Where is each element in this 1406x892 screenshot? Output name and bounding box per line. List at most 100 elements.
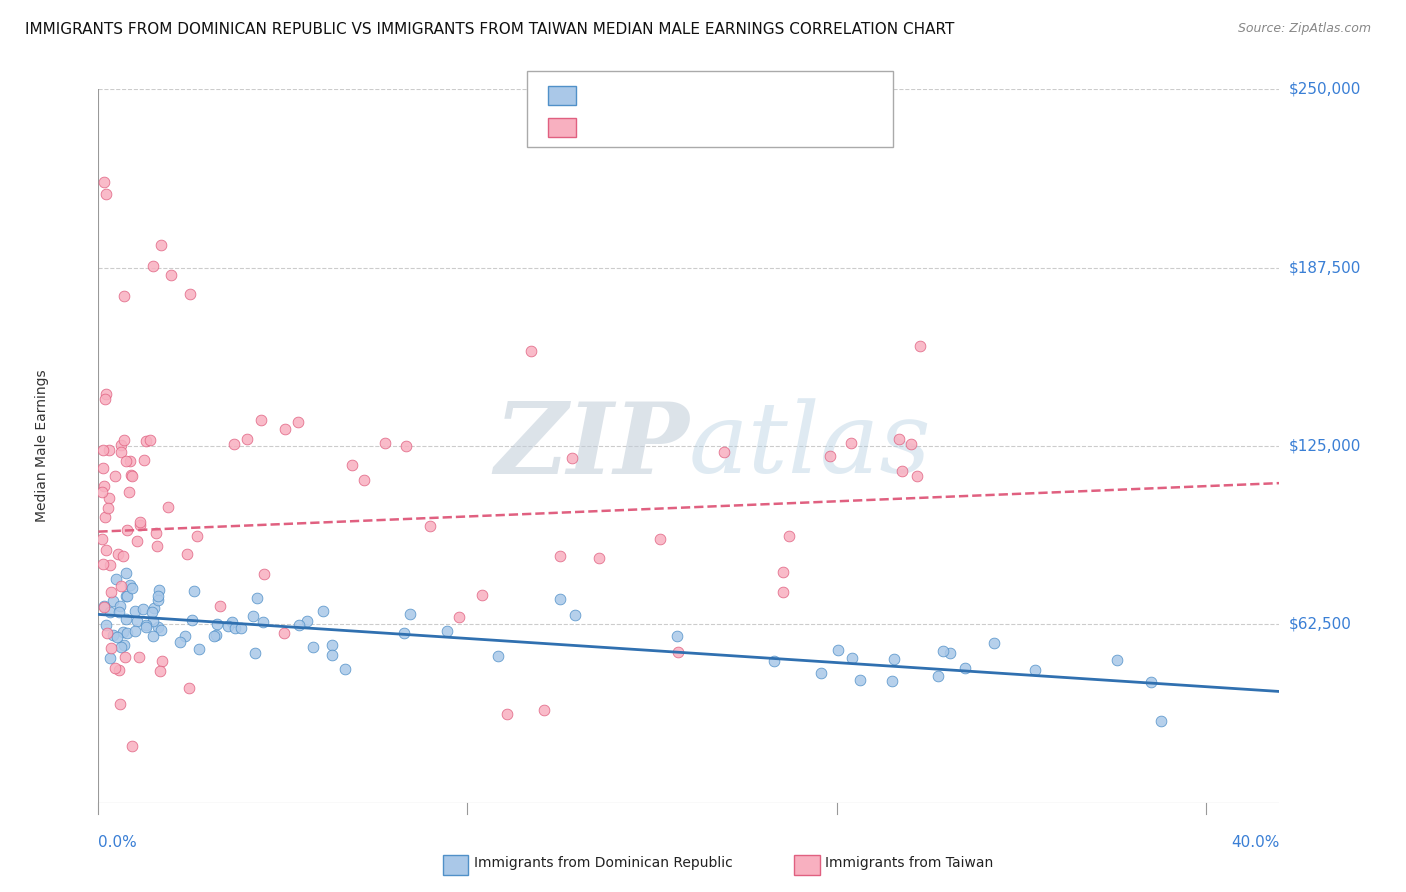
Text: IMMIGRANTS FROM DOMINICAN REPUBLIC VS IMMIGRANTS FROM TAIWAN MEDIAN MALE EARNING: IMMIGRANTS FROM DOMINICAN REPUBLIC VS IM… bbox=[25, 22, 955, 37]
Point bbox=[110, 445, 132, 459]
Point bbox=[143, 600, 166, 615]
Point bbox=[295, 615, 318, 629]
Point bbox=[105, 572, 128, 586]
Point bbox=[253, 566, 276, 581]
Point bbox=[179, 287, 201, 301]
Point bbox=[114, 589, 136, 603]
Point bbox=[94, 510, 117, 524]
Point bbox=[112, 289, 135, 303]
Point bbox=[115, 453, 138, 467]
Point bbox=[135, 620, 157, 634]
Point bbox=[124, 604, 146, 618]
Point bbox=[101, 594, 124, 608]
Point bbox=[772, 565, 794, 579]
Point bbox=[713, 445, 735, 459]
Point bbox=[142, 259, 165, 273]
Point bbox=[666, 629, 689, 643]
Text: R =  0.030   N = 92: R = 0.030 N = 92 bbox=[593, 119, 769, 136]
Point bbox=[1105, 653, 1128, 667]
Point bbox=[252, 615, 274, 629]
Point bbox=[274, 422, 297, 436]
Point bbox=[93, 175, 115, 189]
Point bbox=[98, 651, 121, 665]
Point bbox=[496, 707, 519, 722]
Text: Median Male Earnings: Median Male Earnings bbox=[35, 369, 49, 523]
Point bbox=[121, 581, 143, 595]
Point bbox=[142, 629, 165, 643]
Point bbox=[124, 624, 146, 639]
Point bbox=[908, 339, 931, 353]
Point bbox=[174, 629, 197, 643]
Point bbox=[236, 432, 259, 446]
Point bbox=[927, 669, 949, 683]
Point bbox=[91, 442, 114, 457]
Text: Immigrants from Taiwan: Immigrants from Taiwan bbox=[825, 856, 994, 871]
Point bbox=[125, 614, 148, 628]
Point bbox=[112, 433, 135, 447]
Point bbox=[146, 539, 169, 553]
Point bbox=[399, 607, 422, 621]
Point bbox=[94, 187, 117, 202]
Point bbox=[1139, 675, 1161, 690]
Point bbox=[118, 485, 141, 500]
Text: $62,500: $62,500 bbox=[1288, 617, 1351, 632]
Point bbox=[100, 585, 122, 599]
Point bbox=[115, 589, 138, 603]
Point bbox=[141, 605, 163, 619]
Point bbox=[90, 485, 112, 500]
Point bbox=[841, 650, 863, 665]
Point bbox=[108, 663, 131, 677]
Point bbox=[221, 615, 243, 630]
Point bbox=[115, 626, 138, 640]
Point bbox=[250, 413, 273, 427]
Point bbox=[939, 646, 962, 660]
Point bbox=[129, 518, 152, 533]
Point bbox=[152, 654, 174, 668]
Point bbox=[156, 500, 179, 514]
Point bbox=[394, 625, 416, 640]
Point bbox=[246, 591, 269, 606]
Point bbox=[891, 464, 914, 478]
Text: ZIP: ZIP bbox=[494, 398, 689, 494]
Point bbox=[242, 609, 264, 624]
Point bbox=[301, 640, 323, 655]
Point bbox=[229, 621, 252, 635]
Point bbox=[650, 533, 672, 547]
Point bbox=[108, 599, 131, 613]
Point bbox=[772, 584, 794, 599]
Point bbox=[149, 664, 172, 678]
Point bbox=[94, 387, 117, 401]
Point bbox=[112, 638, 135, 652]
Text: 40.0%: 40.0% bbox=[1232, 835, 1279, 850]
Point bbox=[561, 451, 583, 466]
Point bbox=[120, 467, 142, 482]
Point bbox=[181, 614, 204, 628]
Point bbox=[107, 605, 129, 619]
Point bbox=[94, 392, 117, 406]
Point bbox=[104, 469, 127, 483]
Point bbox=[98, 491, 121, 506]
Point bbox=[340, 458, 363, 473]
Point bbox=[105, 630, 128, 644]
Point bbox=[169, 635, 191, 649]
Point bbox=[818, 449, 841, 463]
Point bbox=[110, 438, 132, 452]
Point bbox=[149, 623, 172, 637]
Point bbox=[321, 648, 343, 662]
Point bbox=[121, 739, 143, 753]
Point bbox=[224, 437, 246, 451]
Point bbox=[149, 237, 172, 252]
Point bbox=[110, 640, 132, 654]
Point bbox=[121, 469, 143, 483]
Point bbox=[120, 578, 142, 592]
Point bbox=[287, 618, 309, 632]
Point bbox=[983, 636, 1005, 650]
Point bbox=[550, 591, 572, 606]
Point bbox=[887, 432, 910, 446]
Text: 0.0%: 0.0% bbox=[98, 835, 138, 850]
Point bbox=[98, 605, 121, 619]
Text: $125,000: $125,000 bbox=[1288, 439, 1361, 453]
Point bbox=[114, 650, 136, 665]
Point bbox=[778, 529, 800, 543]
Text: Immigrants from Dominican Republic: Immigrants from Dominican Republic bbox=[474, 856, 733, 871]
